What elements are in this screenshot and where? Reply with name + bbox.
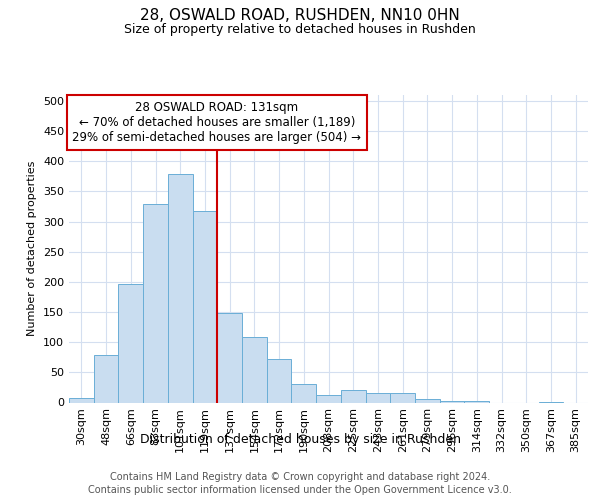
- Bar: [217, 312, 242, 402]
- Bar: [193, 211, 217, 402]
- Text: 28, OSWALD ROAD, RUSHDEN, NN10 0HN: 28, OSWALD ROAD, RUSHDEN, NN10 0HN: [140, 8, 460, 22]
- Bar: [69, 398, 94, 402]
- Text: 28 OSWALD ROAD: 131sqm
← 70% of detached houses are smaller (1,189)
29% of semi-: 28 OSWALD ROAD: 131sqm ← 70% of detached…: [73, 101, 361, 144]
- Bar: [440, 400, 464, 402]
- Bar: [316, 396, 341, 402]
- Bar: [94, 356, 118, 403]
- Bar: [341, 390, 365, 402]
- Bar: [390, 394, 415, 402]
- Bar: [242, 338, 267, 402]
- Y-axis label: Number of detached properties: Number of detached properties: [28, 161, 37, 336]
- Text: Contains public sector information licensed under the Open Government Licence v3: Contains public sector information licen…: [88, 485, 512, 495]
- Bar: [168, 174, 193, 402]
- Bar: [143, 204, 168, 402]
- Text: Contains HM Land Registry data © Crown copyright and database right 2024.: Contains HM Land Registry data © Crown c…: [110, 472, 490, 482]
- Text: Size of property relative to detached houses in Rushden: Size of property relative to detached ho…: [124, 22, 476, 36]
- Bar: [365, 394, 390, 402]
- Bar: [415, 399, 440, 402]
- Bar: [118, 284, 143, 403]
- Text: Distribution of detached houses by size in Rushden: Distribution of detached houses by size …: [139, 432, 461, 446]
- Bar: [267, 359, 292, 403]
- Bar: [292, 384, 316, 402]
